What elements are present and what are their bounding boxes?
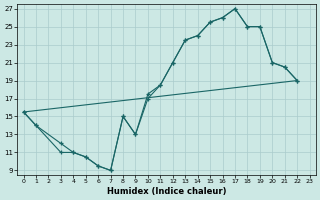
X-axis label: Humidex (Indice chaleur): Humidex (Indice chaleur) (107, 187, 226, 196)
